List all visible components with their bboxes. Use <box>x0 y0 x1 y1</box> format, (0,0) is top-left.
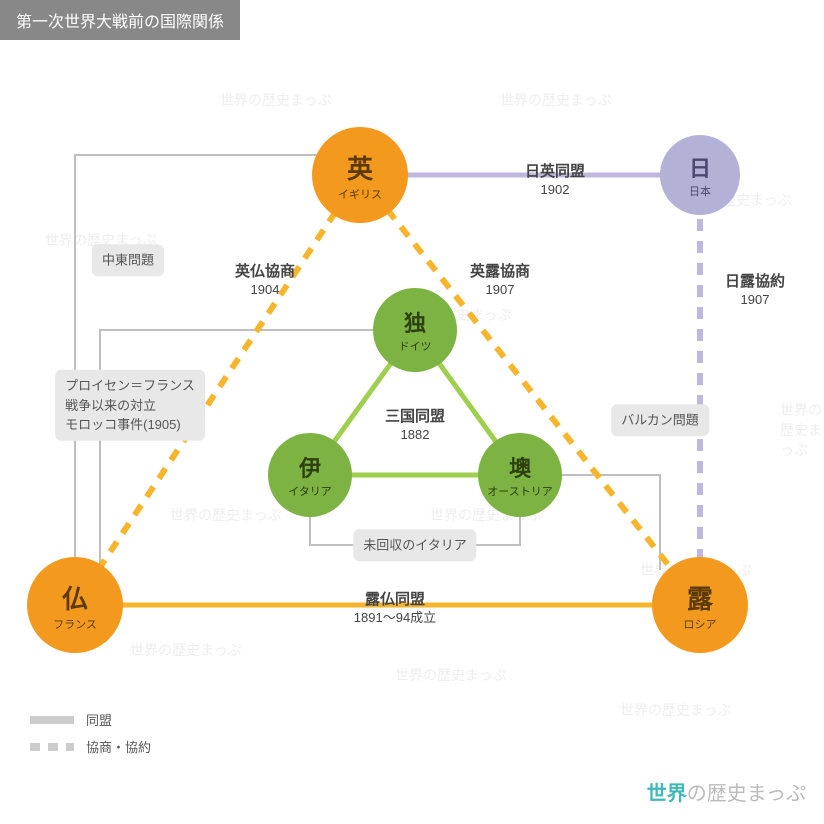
legend-dashed: 協商・協約 <box>30 737 151 756</box>
legend-swatch-solid <box>30 716 74 724</box>
site-logo: 世界の歴史まっぷ <box>647 777 806 806</box>
legend-swatch-dash <box>30 743 74 751</box>
box-prussia-france: プロイセン＝フランス 戦争以来の対立 モロッコ事件(1905) <box>55 370 205 441</box>
logo-rest: 歴史まっぷ <box>707 783 806 805</box>
box-middle-east: 中東問題 <box>92 244 164 276</box>
legend-dashed-label: 協商・協約 <box>86 737 151 756</box>
box-italia: 未回収のイタリア <box>353 529 476 561</box>
legend: 同盟 協商・協約 <box>30 710 151 764</box>
legend-solid: 同盟 <box>30 710 151 729</box>
box-balkan: バルカン問題 <box>611 404 709 436</box>
logo-mid: の <box>687 783 707 805</box>
legend-solid-label: 同盟 <box>86 710 112 729</box>
logo-accent: 世界 <box>647 783 687 805</box>
box-labels-layer: 中東問題プロイセン＝フランス 戦争以来の対立 モロッコ事件(1905) バルカン問… <box>0 0 824 824</box>
